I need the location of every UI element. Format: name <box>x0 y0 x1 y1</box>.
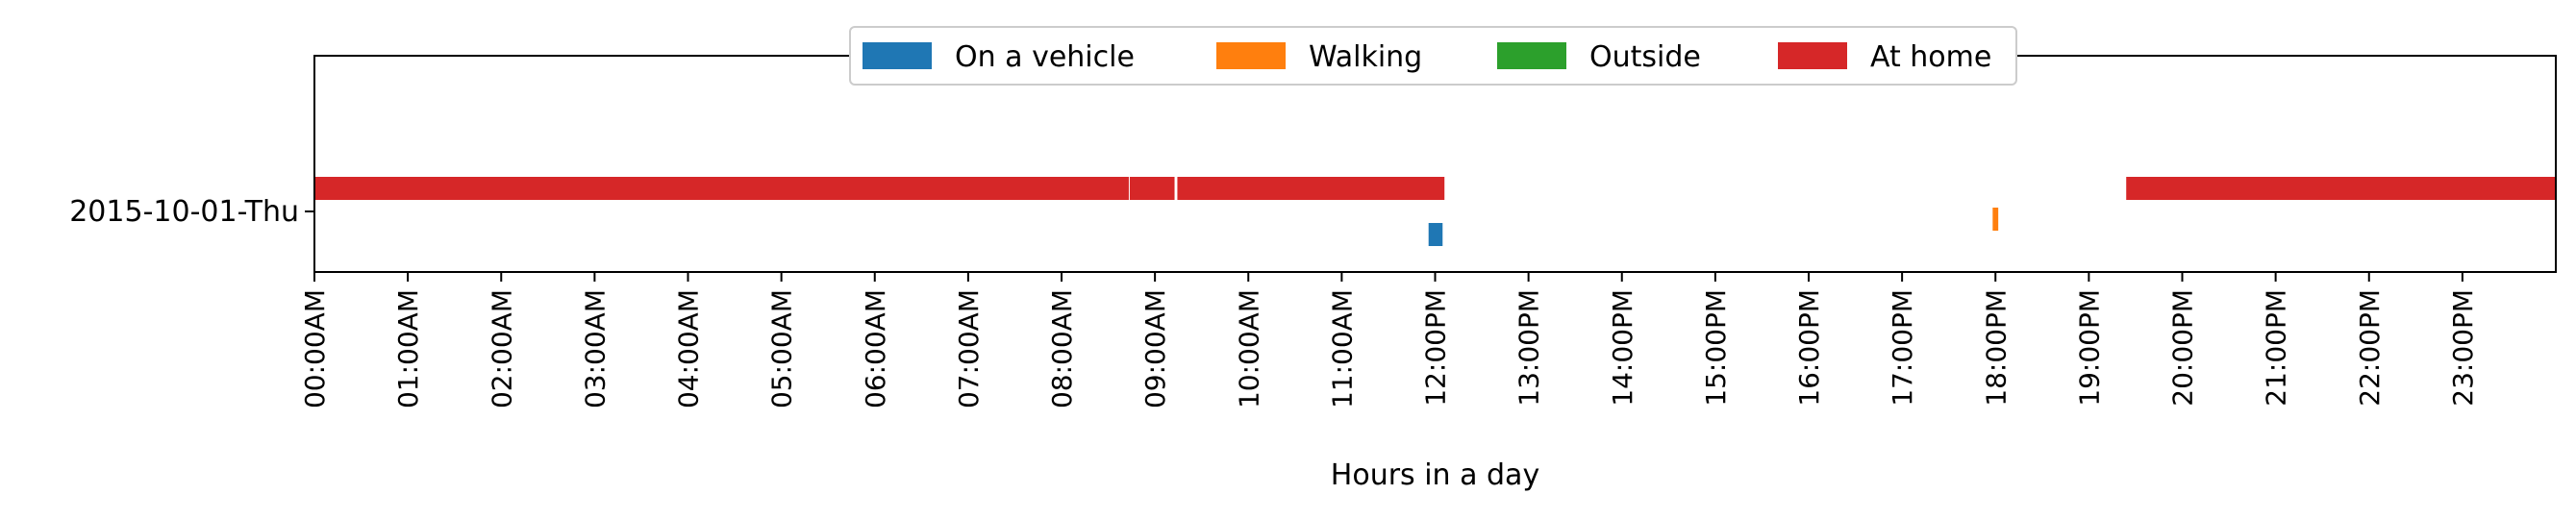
x-tick-label: 19:00PM <box>2073 289 2105 407</box>
legend-label-outside: Outside <box>1589 40 1701 74</box>
legend-label-vehicle: On a vehicle <box>955 40 1135 74</box>
x-tick-label: 14:00PM <box>1607 289 1638 407</box>
x-tick-label: 05:00AM <box>766 289 798 408</box>
legend-swatch-outside <box>1497 42 1566 69</box>
x-tick-label: 21:00PM <box>2261 289 2292 407</box>
x-tick-label: 03:00AM <box>579 289 611 408</box>
segment-home-2 <box>1177 177 1445 200</box>
legend-label-home: At home <box>1870 40 1991 74</box>
x-tick-label: 08:00AM <box>1046 289 1078 408</box>
x-tick-label: 06:00AM <box>860 289 891 408</box>
legend: On a vehicle Walking Outside At home <box>849 26 2017 86</box>
x-axis-title: Hours in a day <box>1331 458 1539 492</box>
x-tick-label: 23:00PM <box>2447 289 2479 407</box>
x-tick-label: 11:00AM <box>1326 289 1358 408</box>
segment-walking-4 <box>1992 208 1999 231</box>
y-axis: 2015-10-01-Thu <box>69 195 314 229</box>
x-tick-label: 02:00AM <box>486 289 517 408</box>
x-tick-label: 16:00PM <box>1793 289 1825 407</box>
x-tick-label: 22:00PM <box>2354 289 2386 407</box>
x-axis: 00:00AM 01:00AM 02:00AM 03:00AM 04:00AM 05:00… <box>299 272 2479 408</box>
x-tick-label: 01:00AM <box>392 289 424 408</box>
x-tick-label: 10:00AM <box>1233 289 1264 408</box>
x-tick-label: 15:00PM <box>1700 289 1732 407</box>
legend-swatch-vehicle <box>863 42 932 69</box>
segment-vehicle-3 <box>1428 223 1443 246</box>
x-tick-label: 09:00AM <box>1139 289 1171 408</box>
segment-home-5 <box>2126 177 2556 200</box>
segment-home-1 <box>1129 177 1175 200</box>
x-tick-label: 12:00PM <box>1420 289 1452 407</box>
x-tick-label: 17:00PM <box>1887 289 1918 407</box>
x-tick-label: 18:00PM <box>1980 289 2012 407</box>
segments-layer <box>314 177 2556 246</box>
x-tick-label: 00:00AM <box>299 289 331 408</box>
legend-label-walking: Walking <box>1309 40 1422 74</box>
x-tick-label: 20:00PM <box>2167 289 2199 407</box>
x-tick-label: 04:00AM <box>673 289 705 408</box>
x-tick-label: 13:00PM <box>1513 289 1545 407</box>
legend-swatch-walking <box>1216 42 1286 69</box>
legend-swatch-home <box>1778 42 1847 69</box>
legend-box <box>849 26 2017 86</box>
x-tick-label: 07:00AM <box>953 289 985 408</box>
segment-home-0 <box>314 177 1129 200</box>
y-tick-label: 2015-10-01-Thu <box>69 195 299 229</box>
